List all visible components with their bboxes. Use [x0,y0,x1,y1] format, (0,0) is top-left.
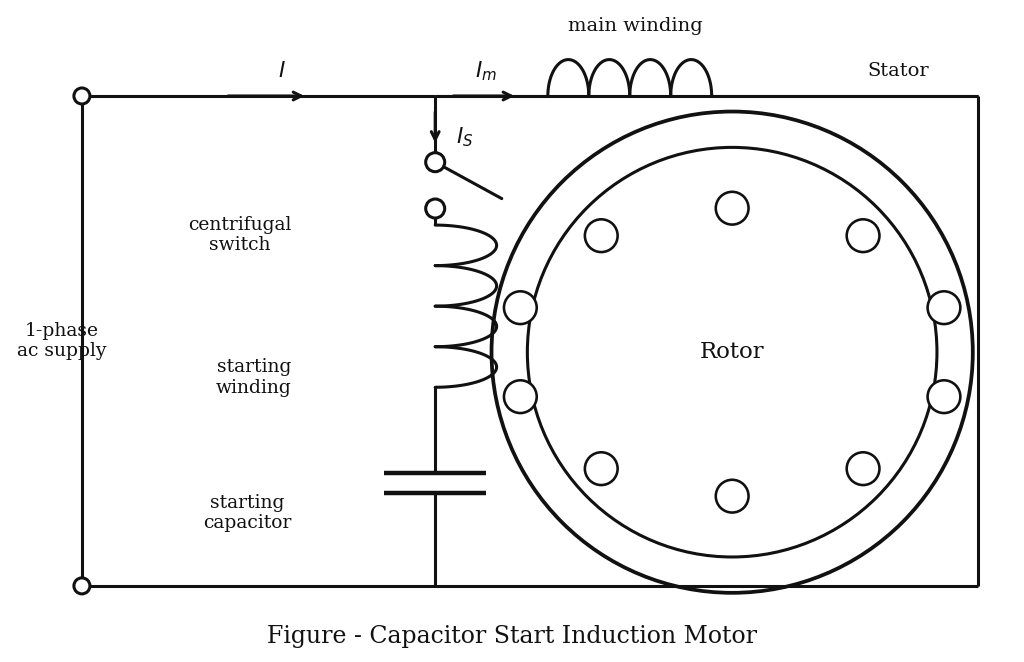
Text: Stator: Stator [867,62,929,81]
Circle shape [74,88,90,104]
Circle shape [928,380,961,413]
Text: $I_S$: $I_S$ [456,126,473,150]
Circle shape [504,291,537,324]
Circle shape [716,480,749,512]
Circle shape [928,291,961,324]
Circle shape [585,219,617,252]
Text: main winding: main winding [567,17,702,36]
Text: Figure - Capacitor Start Induction Motor: Figure - Capacitor Start Induction Motor [267,626,757,648]
Circle shape [716,192,749,224]
Circle shape [847,219,880,252]
Text: Rotor: Rotor [699,341,765,363]
Circle shape [847,452,880,485]
Text: starting
capacitor: starting capacitor [204,494,292,532]
Text: 1-phase
ac supply: 1-phase ac supply [16,322,106,360]
Circle shape [585,452,617,485]
Text: centrifugal
switch: centrifugal switch [188,216,292,254]
Circle shape [74,578,90,594]
Circle shape [426,153,444,171]
Circle shape [504,380,537,413]
Text: $I_m$: $I_m$ [475,60,498,83]
Text: starting
winding: starting winding [216,358,292,397]
Text: $I$: $I$ [278,60,286,83]
Circle shape [426,199,444,218]
